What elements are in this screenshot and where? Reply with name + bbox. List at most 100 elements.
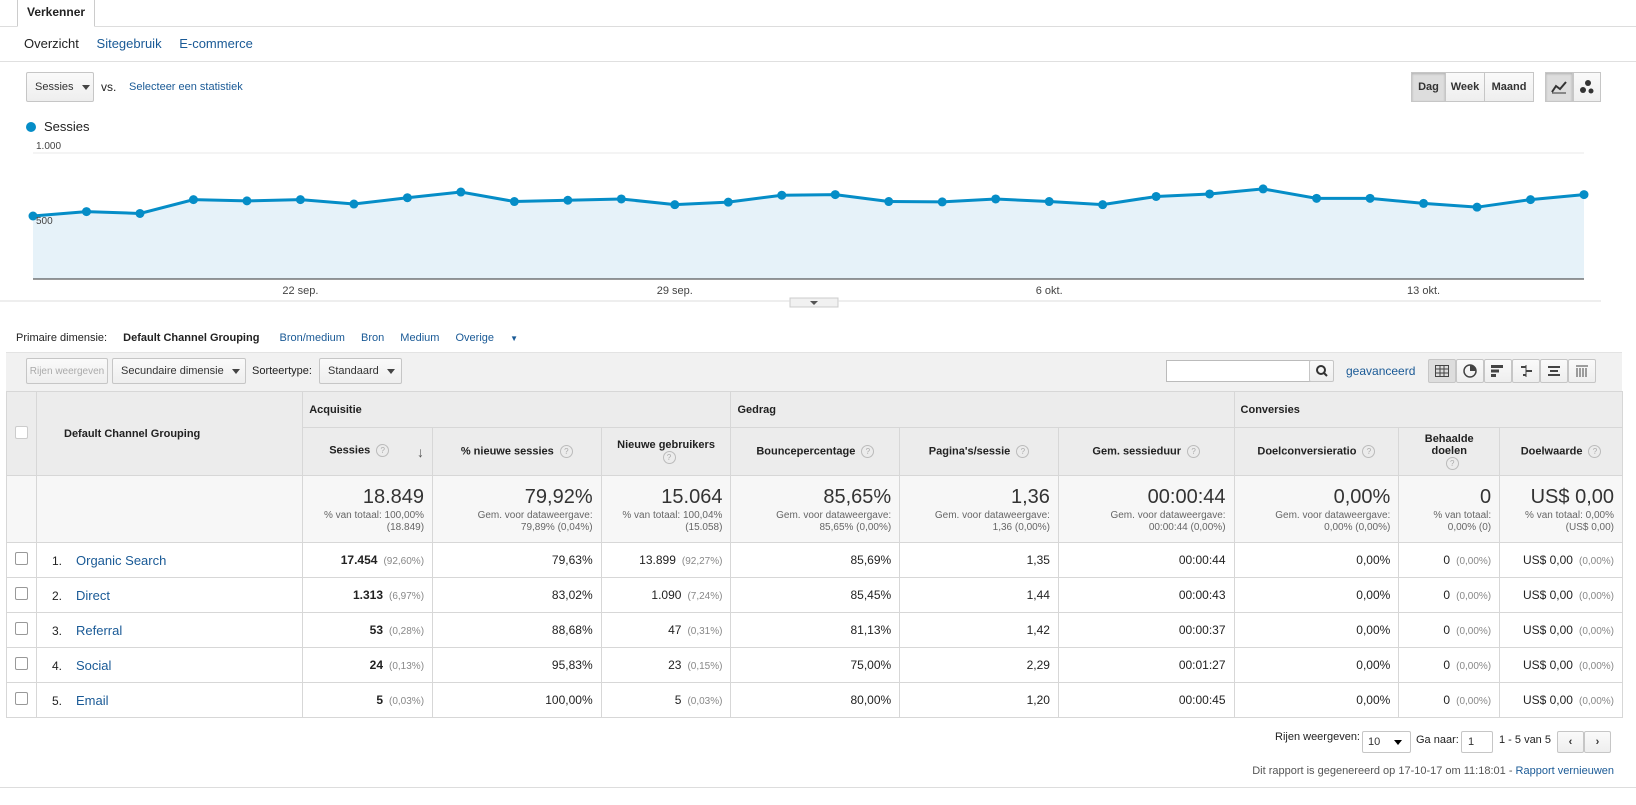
search-icon[interactable] — [1309, 360, 1334, 382]
help-icon[interactable]: ? — [861, 445, 875, 458]
chevron-down-icon — [386, 368, 395, 374]
help-icon[interactable]: ? — [376, 443, 390, 457]
avg-session-duration-cell: 00:00:37 — [1057, 612, 1235, 648]
period-week-button[interactable]: Week — [1445, 72, 1485, 102]
row-select-cell — [6, 682, 37, 718]
row-checkbox[interactable] — [15, 692, 28, 705]
total-subtext: % van totaal: 0,00% — [1525, 510, 1614, 521]
col-goal-completions[interactable]: Behaalde doelen? — [1398, 427, 1501, 476]
total-subtext: 79,89% (0,04%) — [520, 522, 593, 533]
period-day-button[interactable]: Dag — [1411, 72, 1446, 102]
data-point — [1098, 200, 1108, 210]
goal-value-value: US$ 0,00 — [1522, 623, 1573, 637]
channel-link[interactable]: Organic Search — [76, 552, 167, 568]
chevron-down-icon — [810, 301, 818, 305]
row-checkbox[interactable] — [15, 587, 28, 600]
sort-desc-icon[interactable]: ↓ — [417, 443, 425, 460]
row-number: 1. — [52, 553, 63, 568]
channel-link[interactable]: Social — [76, 657, 112, 673]
col-new-sessions-pct[interactable]: % nieuwe sessies? — [432, 427, 602, 476]
pie-view-icon[interactable] — [1456, 359, 1484, 383]
subnav-sitegebruik[interactable]: Sitegebruik — [96, 36, 162, 51]
data-point — [1472, 202, 1482, 212]
advanced-link[interactable]: geavanceerd — [1346, 364, 1416, 378]
help-icon[interactable]: ? — [559, 445, 573, 458]
total-subtext: (18.849) — [386, 522, 425, 533]
subnav-ecommerce[interactable]: E-commerce — [179, 36, 253, 51]
total-value: 0,00% — [1333, 486, 1391, 508]
select-metric-link[interactable]: Selecteer een statistiek — [129, 81, 243, 93]
goal-completions-cell: 0 (0,00%) — [1398, 612, 1501, 648]
y-tick-label: 500 — [36, 216, 53, 227]
col-sessions[interactable]: Sessies? ↓ — [302, 427, 434, 476]
total-value: US$ 0,00 — [1530, 486, 1614, 508]
motion-chart-icon[interactable] — [1573, 72, 1601, 102]
next-page-icon[interactable]: › — [1584, 731, 1611, 753]
help-icon[interactable]: ? — [1362, 445, 1376, 458]
row-checkbox[interactable] — [15, 622, 28, 635]
pages-per-session-cell: 1,42 — [899, 612, 1059, 648]
term-cloud-icon[interactable] — [1540, 359, 1568, 383]
total-value: 79,92% — [524, 486, 593, 508]
dim-header[interactable]: Default Channel Grouping — [35, 391, 304, 476]
col-goal-conversion-rate[interactable]: Doelconversieratio? — [1233, 427, 1400, 476]
dimension-other[interactable]: Overige ▼ — [455, 332, 531, 344]
data-point — [884, 197, 894, 207]
period-month-button[interactable]: Maand — [1484, 72, 1534, 102]
goto-input[interactable]: 1 — [1461, 731, 1493, 753]
rows-per-page-select[interactable]: 10 — [1362, 731, 1411, 753]
group-conversions: Conversies — [1233, 391, 1624, 428]
comparison-view-icon[interactable] — [1512, 359, 1540, 383]
totals-blank — [35, 475, 304, 543]
dimension-active: Default Channel Grouping — [123, 332, 260, 344]
subnav-overzicht[interactable]: Overzicht — [24, 36, 79, 51]
total-subtext: 0,00% (0) — [1447, 522, 1492, 533]
channel-link[interactable]: Direct — [76, 587, 110, 603]
help-icon[interactable]: ? — [662, 451, 676, 464]
refresh-report-link[interactable]: Rapport vernieuwen — [1515, 765, 1614, 777]
table-search-input[interactable] — [1166, 360, 1311, 382]
tab-verkenner[interactable]: Verkenner — [17, 0, 96, 27]
data-point — [563, 195, 573, 205]
sort-select[interactable]: Standaard — [319, 358, 402, 384]
channel-link[interactable]: Email — [76, 692, 109, 708]
avg-session-duration-cell: 00:00:45 — [1057, 682, 1235, 718]
col-goal-value[interactable]: Doelwaarde? — [1499, 427, 1623, 476]
bar-view-icon[interactable] — [1484, 359, 1512, 383]
total-value: 15.064 — [661, 486, 723, 508]
select-all-checkbox[interactable] — [15, 425, 28, 439]
dimension-medium[interactable]: Medium — [400, 332, 440, 344]
subnav: Overzicht Sitegebruik E-commerce — [24, 36, 267, 51]
row-checkbox[interactable] — [15, 657, 28, 670]
rows-button[interactable]: Rijen weergeven — [26, 358, 108, 384]
table-row: 1. Organic Search 17.454 (92,60%) 79,63% 13.8… — [6, 542, 1623, 578]
dimension-bron-medium[interactable]: Bron/medium — [279, 332, 345, 344]
help-icon[interactable]: ? — [1588, 445, 1602, 458]
data-point — [937, 197, 947, 207]
metric-select[interactable]: Sessies — [26, 72, 94, 102]
table-toolbar: Rijen weergeven Secundaire dimensie Sort… — [6, 352, 1622, 391]
col-pages-per-session[interactable]: Pagina's/sessie? — [899, 427, 1059, 476]
channel-cell: 2. Direct — [35, 577, 304, 613]
row-checkbox[interactable] — [15, 552, 28, 565]
row-number: 5. — [52, 693, 63, 708]
pivot-view-icon[interactable] — [1568, 359, 1596, 383]
table-view-icon[interactable] — [1428, 359, 1456, 383]
bounce-rate-value: 85,45% — [850, 588, 892, 602]
data-point — [1258, 184, 1268, 194]
secondary-dimension-select[interactable]: Secundaire dimensie — [112, 358, 246, 384]
help-icon[interactable]: ? — [1016, 445, 1030, 458]
help-icon[interactable]: ? — [1445, 457, 1459, 470]
col-avg-session-duration[interactable]: Gem. sessieduur? — [1057, 427, 1235, 476]
col-new-users[interactable]: Nieuwe gebruikers? — [600, 427, 732, 476]
col-bounce-rate[interactable]: Bouncepercentage? — [730, 427, 901, 476]
total-new-users: 15.064 % van totaal: 100,04% (15.058) — [600, 475, 732, 543]
prev-page-icon[interactable]: ‹ — [1557, 731, 1584, 753]
data-point — [135, 208, 145, 218]
help-icon[interactable]: ? — [1187, 445, 1201, 458]
channel-link[interactable]: Referral — [76, 622, 123, 638]
dimension-bron[interactable]: Bron — [360, 332, 385, 344]
new-sessions-pct-value: 88,68% — [551, 623, 593, 637]
line-chart-icon[interactable] — [1545, 72, 1573, 102]
bounce-rate-cell: 85,45% — [730, 577, 901, 613]
